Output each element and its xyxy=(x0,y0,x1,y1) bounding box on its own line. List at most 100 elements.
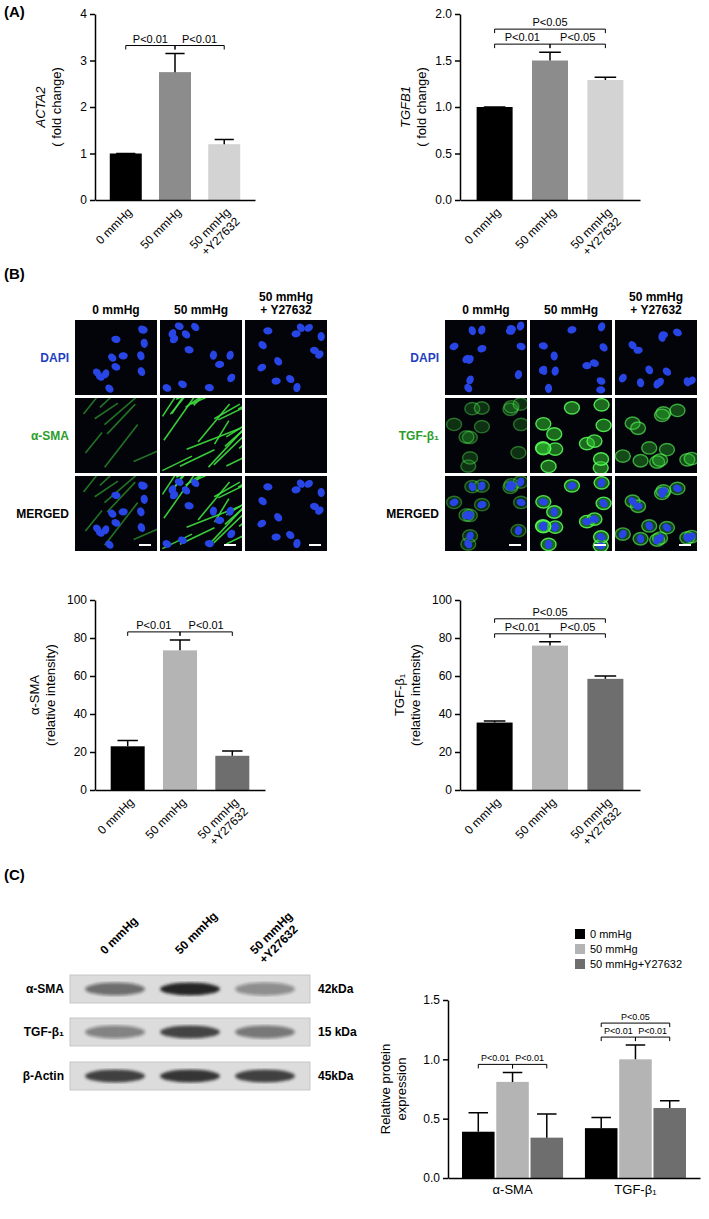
micrograph xyxy=(75,320,157,395)
nucleus xyxy=(633,502,643,510)
significance-bracket xyxy=(495,44,550,48)
cytoplasm xyxy=(547,506,562,518)
x-tick-label: 50 mmHg xyxy=(142,795,189,842)
nucleus xyxy=(661,366,673,378)
text-line: ACTA2 xyxy=(33,86,48,129)
y-tick: 60 xyxy=(74,669,95,683)
panel-label: (A) xyxy=(4,3,25,20)
significance-label: P<0.01 xyxy=(604,1026,633,1036)
text-line: 0 mmHg xyxy=(92,303,139,317)
blot-band xyxy=(160,1070,220,1083)
text-line: 0 mmHg xyxy=(95,795,137,837)
micrograph xyxy=(245,476,327,551)
y-tick-mark xyxy=(443,1118,448,1120)
blot-band xyxy=(235,983,295,996)
y-tick-label: 100 xyxy=(432,593,452,607)
y-tick-mark xyxy=(455,638,460,640)
y-tick: 1.5 xyxy=(423,993,448,1007)
nucleus xyxy=(110,362,121,373)
x-axis-line xyxy=(449,1178,701,1180)
micrograph-background xyxy=(445,398,527,473)
fiber xyxy=(225,427,242,446)
column-label: 50 mmHg+ Y27632 xyxy=(259,290,313,317)
y-tick-mark xyxy=(455,107,460,109)
nucleus xyxy=(467,325,477,336)
error-bar xyxy=(165,54,184,73)
nucleus xyxy=(106,508,118,519)
nucleus xyxy=(204,539,214,548)
nucleus xyxy=(94,371,106,382)
figure: (A)(B)(C)01234ACTA2( fold change)0 mmHg5… xyxy=(0,0,709,1219)
x-tick: 0 mmHg xyxy=(462,790,504,837)
micrograph xyxy=(445,398,527,473)
y-tick: 0.0 xyxy=(423,1171,448,1185)
nucleus xyxy=(516,476,526,487)
blot-band xyxy=(160,1026,220,1039)
micrograph-grid: 0 mmHg50 mmHg50 mmHg+ Y27632DAPIα-SMAMER… xyxy=(16,290,327,551)
nucleus xyxy=(111,335,121,344)
nucleus xyxy=(515,497,526,507)
cytoplasm xyxy=(536,442,551,454)
text-line: 50 mmHg xyxy=(512,205,559,252)
blot-strip xyxy=(70,975,310,1003)
micrograph-background xyxy=(160,320,242,395)
micrograph xyxy=(530,320,612,395)
fiber xyxy=(104,398,142,425)
bar-chart: 0.00.51.01.5Relative proteinexpressionα-… xyxy=(378,928,701,1197)
nucleus xyxy=(284,529,296,541)
y-axis: 0.00.51.01.5 xyxy=(423,993,448,1185)
fiber xyxy=(198,482,229,520)
micrograph xyxy=(615,320,697,395)
nucleus xyxy=(598,498,610,510)
significance-bracket xyxy=(128,632,180,636)
x-axis-line xyxy=(461,200,641,202)
y-tick-label: 20 xyxy=(439,745,453,759)
fiber xyxy=(238,476,242,487)
nucleus xyxy=(617,528,628,540)
y-tick: 0 xyxy=(445,783,460,797)
nucleus xyxy=(226,528,237,540)
significance-label: P<0.01 xyxy=(481,1053,510,1063)
text-line: +Y27632 xyxy=(257,922,301,966)
micrograph xyxy=(615,398,697,473)
y-axis-title: ACTA2( fold change) xyxy=(33,67,64,147)
text-line: (relative intensity) xyxy=(408,644,423,746)
y-tick-mark xyxy=(455,676,460,678)
nucleus xyxy=(551,351,558,360)
row-label: α-SMA xyxy=(31,429,69,443)
nucleus xyxy=(263,327,273,335)
nucleus xyxy=(263,483,273,491)
cytoplasm xyxy=(536,442,551,454)
text-line: 50 mmHg xyxy=(142,795,189,842)
fiber xyxy=(194,476,234,483)
text-line: +Y27632 xyxy=(199,214,243,258)
row-label: DAPI xyxy=(410,351,439,365)
blot-band xyxy=(85,1070,145,1083)
text-line: 0 mmHg xyxy=(462,303,509,317)
significance-label: P<0.05 xyxy=(621,1012,650,1022)
bar xyxy=(496,1082,529,1178)
fiber xyxy=(107,482,135,512)
lane-label: 50 mmHg+Y27632 xyxy=(247,909,304,966)
error-bar xyxy=(537,1114,557,1138)
x-tick-label: 50 mmHg+Y27632 xyxy=(568,795,624,851)
cytoplasm xyxy=(564,480,579,492)
protein-label: β-Actin xyxy=(23,1069,64,1083)
nucleus xyxy=(174,477,185,487)
significance-bracket xyxy=(550,634,605,638)
y-tick-mark xyxy=(90,14,95,16)
y-tick-label: 1.5 xyxy=(423,993,440,1007)
error-bar xyxy=(539,52,561,60)
y-tick: 3 xyxy=(80,54,95,68)
column-label: 50 mmHg+ Y27632 xyxy=(629,290,683,317)
lane-label: 50 mmHg xyxy=(172,909,220,957)
nucleus xyxy=(106,352,118,363)
bar xyxy=(462,1132,495,1178)
text-line: 0 mmHg xyxy=(462,795,504,837)
bar xyxy=(215,756,249,790)
protein-label: α-SMA xyxy=(26,982,64,996)
text-line: +Y27632 xyxy=(580,214,624,258)
y-tick: 1.0 xyxy=(423,1053,448,1067)
y-tick-label: 1 xyxy=(80,147,87,161)
micrograph-background xyxy=(615,320,697,395)
